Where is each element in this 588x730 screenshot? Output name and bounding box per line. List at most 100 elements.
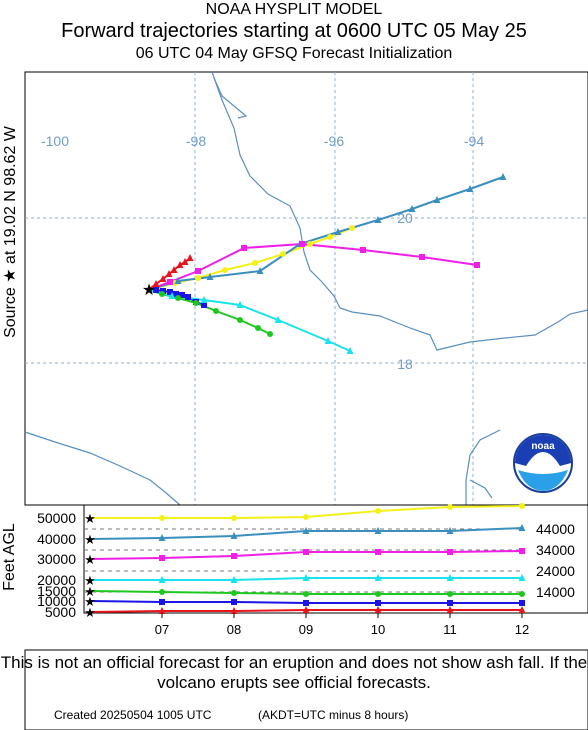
trajectory-marker-50000ft bbox=[222, 267, 228, 273]
footer-frame bbox=[24, 649, 588, 730]
altitude-marker-10000ft bbox=[159, 599, 165, 605]
altitude-marker-40000ft bbox=[230, 532, 238, 539]
trajectory-marker-10000ft bbox=[179, 292, 185, 298]
alt-right-24000: 24000 bbox=[536, 563, 575, 579]
map-frame bbox=[24, 71, 588, 506]
altitude-marker-10000ft bbox=[231, 599, 237, 605]
trajectory-marker-40000ft bbox=[433, 196, 441, 203]
trajectory-marker-30000ft bbox=[167, 279, 173, 285]
altitude-marker-5000ft bbox=[158, 607, 166, 614]
trajectory-marker-15000ft bbox=[267, 331, 273, 337]
disclaimer-text: This is not an official forecast for an … bbox=[0, 653, 588, 692]
star-icon: ★ bbox=[84, 511, 96, 526]
timezone-note: (AKDT=UTC minus 8 hours) bbox=[258, 708, 409, 722]
altitude-marker-30000ft bbox=[231, 553, 237, 559]
trajectory-marker-50000ft bbox=[195, 275, 201, 281]
trajectory-marker-40000ft bbox=[499, 173, 507, 180]
altitude-marker-15000ft bbox=[447, 591, 453, 597]
time-tick-12: 12 bbox=[515, 622, 529, 637]
altitude-marker-30000ft bbox=[303, 549, 309, 555]
alt-right-34000: 34000 bbox=[536, 542, 575, 558]
alt-tick-20000: 20000 bbox=[37, 572, 76, 588]
altitude-marker-20000ft bbox=[230, 576, 238, 583]
time-tick-07: 07 bbox=[155, 622, 169, 637]
trajectory-marker-40000ft bbox=[174, 277, 182, 284]
alt-right-14000: 14000 bbox=[536, 584, 575, 600]
altitude-marker-40000ft bbox=[518, 524, 526, 531]
altitude-marker-5000ft bbox=[374, 606, 382, 613]
trajectory-marker-5000ft bbox=[186, 254, 194, 261]
star-icon: ★ bbox=[84, 594, 96, 609]
trajectory-marker-40000ft bbox=[334, 228, 342, 235]
star-icon: ★ bbox=[84, 605, 96, 620]
trajectory-marker-15000ft bbox=[255, 325, 261, 331]
trajectory-marker-30000ft bbox=[419, 254, 425, 260]
altitude-marker-5000ft bbox=[302, 606, 310, 613]
star-icon: ★ bbox=[84, 532, 96, 547]
trajectory-marker-40000ft bbox=[374, 216, 382, 223]
time-axis-ticks bbox=[161, 613, 523, 618]
coastline bbox=[24, 71, 588, 506]
trajectory-marker-15000ft bbox=[237, 317, 243, 323]
altitude-marker-30000ft bbox=[375, 549, 381, 555]
altitude-marker-50000ft bbox=[519, 503, 525, 509]
time-tick-08: 08 bbox=[227, 622, 241, 637]
lon-label-98: -98 bbox=[186, 133, 206, 149]
time-tick-09: 09 bbox=[299, 622, 313, 637]
trajectory-marker-10000ft bbox=[160, 288, 166, 294]
trajectory-marker-10000ft bbox=[185, 294, 191, 300]
trajectory-marker-20000ft bbox=[274, 316, 282, 323]
initialization-subtitle: 06 UTC 04 May GFSQ Forecast Initializati… bbox=[135, 45, 453, 62]
altitude-marker-40000ft bbox=[158, 534, 166, 541]
noaa-logo: noaa bbox=[511, 431, 575, 495]
altitude-marker-50000ft bbox=[303, 514, 309, 520]
map-grid bbox=[25, 72, 588, 505]
lon-label-96: -96 bbox=[324, 133, 344, 149]
trajectory-marker-50000ft bbox=[280, 251, 286, 257]
trajectory-marker-20000ft bbox=[236, 301, 244, 308]
trajectory-marker-40000ft bbox=[466, 185, 474, 192]
lat-label-20: 20 bbox=[397, 210, 413, 226]
altitude-marker-50000ft bbox=[231, 515, 237, 521]
trajectory-marker-40000ft bbox=[256, 267, 264, 274]
altitude-marker-50000ft bbox=[159, 515, 165, 521]
trajectory-marker-20000ft bbox=[200, 296, 208, 303]
noaa-logo-text: noaa bbox=[531, 441, 555, 452]
trajectory-marker-40000ft bbox=[408, 205, 416, 212]
model-title: NOAA HYSPLIT MODEL bbox=[205, 1, 383, 18]
altitude-marker-10000ft bbox=[303, 600, 309, 606]
trajectory-marker-40000ft bbox=[206, 273, 214, 280]
trajectory-marker-5000ft bbox=[176, 261, 184, 268]
altitude-marker-5000ft bbox=[230, 607, 238, 614]
trajectory-marker-10000ft bbox=[201, 302, 207, 308]
trajectory-marker-20000ft bbox=[346, 347, 354, 354]
alt-tick-10000: 10000 bbox=[37, 593, 76, 609]
trajectory-marker-50000ft bbox=[327, 234, 333, 240]
time-tick-10: 10 bbox=[371, 622, 385, 637]
trajectory-marker-10000ft bbox=[173, 291, 179, 297]
trajectory-marker-10000ft bbox=[167, 289, 173, 295]
trajectory-marker-30000ft bbox=[195, 268, 201, 274]
altitude-marker-20000ft bbox=[374, 574, 382, 581]
altitude-marker-5000ft bbox=[446, 606, 454, 613]
altitude-source-stars: ★ ★ ★ ★ ★ ★ ★ bbox=[84, 511, 96, 620]
altitude-marker-10000ft bbox=[519, 600, 525, 606]
altitude-marker-15000ft bbox=[375, 591, 381, 597]
lon-label-100: -100 bbox=[41, 133, 69, 149]
alt-tick-5000: 5000 bbox=[45, 604, 76, 620]
altitude-marker-15000ft bbox=[159, 589, 165, 595]
altitude-marker-15000ft bbox=[303, 591, 309, 597]
alt-tick-40000: 40000 bbox=[37, 531, 76, 547]
alt-tick-50000: 50000 bbox=[37, 510, 76, 526]
trajectory-marker-30000ft bbox=[299, 241, 305, 247]
trajectory-marker-30000ft bbox=[474, 262, 480, 268]
trajectory-marker-50000ft bbox=[349, 225, 355, 231]
source-star-icon: ★ bbox=[142, 282, 156, 299]
trajectory-markers bbox=[152, 173, 507, 354]
trajectory-marker-50000ft bbox=[252, 260, 258, 266]
altitude-marker-20000ft bbox=[158, 576, 166, 583]
trajectory-marker-5000ft bbox=[159, 275, 167, 282]
altitude-marker-20000ft bbox=[446, 574, 454, 581]
alt-tick-30000: 30000 bbox=[37, 551, 76, 567]
